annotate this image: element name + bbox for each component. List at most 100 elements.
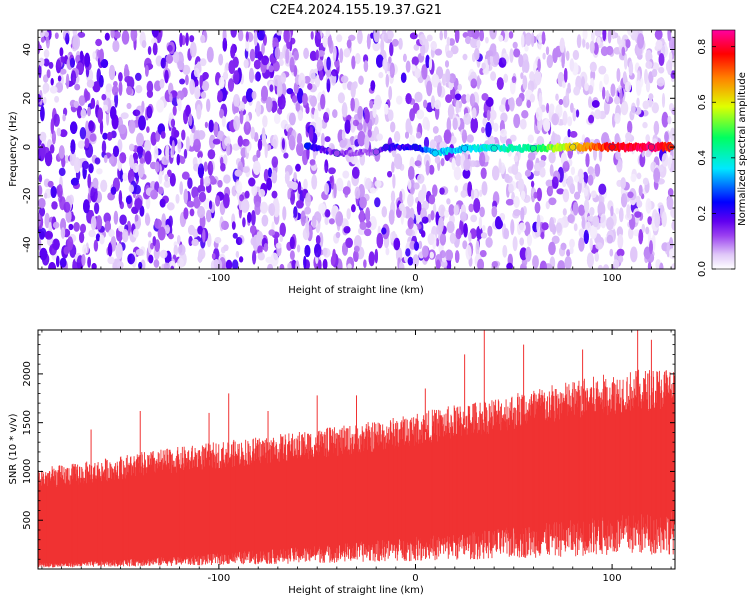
spectrogram-noise-cell [271, 105, 276, 113]
spectrogram-noise-cell [455, 154, 462, 167]
spectrogram-noise-cell [443, 129, 452, 144]
spectrogram-noise-cell [438, 216, 444, 233]
spectrogram-noise-cell [241, 166, 250, 173]
spectrogram-noise-cell [630, 102, 636, 116]
spectrogram-noise-cell [536, 214, 541, 228]
spectrogram-noise-cell [590, 190, 597, 199]
spectrogram-noise-cell [445, 94, 452, 103]
spectrogram-noise-cell [247, 212, 252, 223]
spectrogram-noise-cell [218, 76, 225, 90]
spectrogram-noise-cell [460, 190, 467, 198]
spectrogram-noise-cell [151, 30, 159, 38]
spectrogram-noise-cell [309, 159, 316, 166]
spectrogram-noise-cell [399, 190, 403, 202]
spectrogram-noise-cell [202, 229, 206, 243]
spectrogram-noise-cell [92, 177, 99, 189]
spectrogram-noise-cell [346, 39, 352, 49]
spectrogram-noise-cell [44, 150, 53, 167]
spectrogram-noise-cell [471, 107, 477, 120]
spectrogram-noise-cell [267, 263, 274, 269]
spectrogram-noise-cell [165, 224, 170, 234]
spectrogram-noise-cell [403, 53, 407, 63]
spectrogram-noise-cell [586, 252, 594, 268]
y-tick-label: 0 [22, 144, 33, 150]
spectrogram-noise-cell [176, 90, 185, 101]
spectrogram-noise-cell [284, 171, 290, 185]
spectrogram-noise-cell [538, 160, 546, 168]
spectrogram-noise-cell [281, 138, 285, 150]
spectrogram-noise-cell [477, 258, 484, 269]
spectrogram-noise-cell [549, 164, 554, 177]
spectrogram-noise-cell [164, 69, 169, 84]
spectrogram-noise-cell [119, 169, 124, 183]
spectrogram-noise-cell [39, 131, 47, 142]
spectrogram-noise-cell [255, 71, 261, 82]
spectrogram-noise-cell [191, 186, 199, 199]
spectrogram-noise-cell [235, 251, 239, 258]
spectrogram-noise-cell [43, 97, 47, 105]
spectrogram-noise-cell [254, 201, 261, 216]
spectrogram-noise-cell [481, 93, 489, 101]
spectrogram-noise-cell [454, 185, 459, 193]
spectrogram-noise-cell [541, 222, 549, 231]
spectrogram-noise-cell [153, 146, 159, 160]
spectrogram-noise-cell [108, 64, 116, 81]
spectrogram-noise-cell [335, 231, 341, 239]
spectrogram-noise-cell [523, 59, 530, 73]
spectrogram-noise-cell [513, 209, 521, 217]
colorbar-label: Normalized spectral amplitude [737, 72, 748, 226]
spectrogram-noise-cell [533, 191, 538, 199]
spectrogram-noise-cell [489, 30, 497, 40]
spectrogram-noise-cell [448, 73, 456, 84]
spectrogram-noise-cell [286, 88, 294, 95]
spectrogram-noise-cell [462, 53, 468, 61]
spectrogram-noise-cell [258, 188, 266, 198]
spectrogram-noise-cell [573, 223, 578, 232]
spectrogram-noise-cell [213, 121, 219, 137]
spectrogram-noise-cell [434, 99, 441, 110]
spectrogram-noise-cell [319, 70, 324, 81]
spectrogram-noise-cell [591, 100, 600, 108]
spectrogram-noise-cell [154, 161, 160, 173]
spectrogram-noise-cell [567, 116, 573, 127]
spectrogram-noise-cell [449, 232, 456, 244]
spectrogram-noise-cell [519, 247, 528, 261]
spectrogram-noise-cell [603, 264, 609, 269]
spectrogram-noise-cell [636, 172, 642, 180]
spectrogram-noise-cell [671, 263, 675, 269]
spectrogram-noise-cell [425, 160, 430, 176]
spectrogram-noise-cell [671, 58, 675, 67]
spectrogram-noise-cell [489, 109, 497, 121]
spectrogram-noise-cell [223, 154, 228, 166]
spectrogram-noise-cell [602, 86, 606, 100]
spectrogram-noise-cell [538, 36, 542, 50]
spectrogram-noise-cell [405, 60, 411, 73]
spectrogram-noise-cell [413, 241, 419, 251]
spectrogram-noise-cell [89, 133, 97, 142]
spectrogram-noise-cell [113, 31, 121, 39]
spectrogram-noise-cell [185, 74, 189, 86]
spectrogram-noise-cell [287, 180, 295, 189]
spectrogram-noise-cell [491, 205, 498, 218]
spectrogram-noise-cell [372, 41, 381, 52]
spectrogram-noise-cell [347, 263, 352, 269]
spectrogram-noise-cell [467, 181, 473, 197]
spectrogram-noise-cell [359, 196, 367, 209]
signal-track-point [431, 149, 439, 157]
spectrogram-noise-cell [642, 177, 649, 186]
spectrogram-noise-cell [591, 31, 595, 42]
spectrogram-noise-cell [82, 244, 88, 255]
spectrogram-noise-cell [177, 235, 181, 245]
spectrogram-noise-cell [110, 30, 115, 39]
spectrogram-noise-cell [509, 97, 515, 112]
spectrogram-noise-cell [38, 212, 41, 227]
spectrogram-noise-cell [268, 229, 276, 236]
spectrogram-noise-cell [189, 133, 194, 147]
spectrogram-noise-cell [175, 194, 180, 204]
spectrogram-noise-cell [576, 34, 582, 49]
spectrogram-noise-cell [454, 30, 460, 43]
spectrogram-y-axis: -40 -20 0 20 40 [22, 36, 675, 270]
spectrogram-noise-cell [438, 204, 446, 217]
spectrogram-noise-cell [233, 94, 240, 107]
spectrogram-noise-cell [113, 81, 118, 87]
